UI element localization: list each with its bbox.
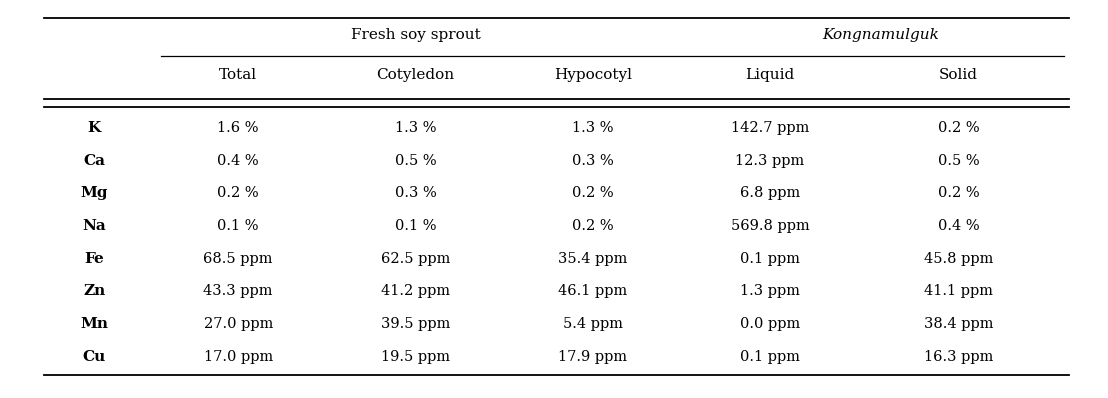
Text: 6.8 ppm: 6.8 ppm <box>740 186 800 201</box>
Text: Total: Total <box>219 68 257 82</box>
Text: Mn: Mn <box>80 317 109 331</box>
Text: 0.1 %: 0.1 % <box>394 219 437 233</box>
Text: 16.3 ppm: 16.3 ppm <box>924 349 993 364</box>
Text: 1.6 %: 1.6 % <box>217 121 259 135</box>
Text: 39.5 ppm: 39.5 ppm <box>381 317 450 331</box>
Text: 62.5 ppm: 62.5 ppm <box>381 252 450 266</box>
Text: Solid: Solid <box>938 68 978 82</box>
Text: 0.2 %: 0.2 % <box>572 186 614 201</box>
Text: 569.8 ppm: 569.8 ppm <box>730 219 810 233</box>
Text: K: K <box>88 121 101 135</box>
Text: 0.2 %: 0.2 % <box>217 186 259 201</box>
Text: 0.0 ppm: 0.0 ppm <box>740 317 800 331</box>
Text: 19.5 ppm: 19.5 ppm <box>381 349 450 364</box>
Text: Fe: Fe <box>84 252 104 266</box>
Text: 43.3 ppm: 43.3 ppm <box>204 284 273 298</box>
Text: Kongnamulguk: Kongnamulguk <box>822 28 940 42</box>
Text: Na: Na <box>82 219 106 233</box>
Text: 1.3 %: 1.3 % <box>572 121 614 135</box>
Text: 1.3 %: 1.3 % <box>394 121 437 135</box>
Text: 1.3 ppm: 1.3 ppm <box>740 284 800 298</box>
Text: Cotyledon: Cotyledon <box>377 68 454 82</box>
Text: 0.5 %: 0.5 % <box>937 154 979 168</box>
Text: 35.4 ppm: 35.4 ppm <box>558 252 627 266</box>
Text: 0.2 %: 0.2 % <box>937 121 979 135</box>
Text: Ca: Ca <box>83 154 105 168</box>
Text: 17.0 ppm: 17.0 ppm <box>204 349 273 364</box>
Text: 17.9 ppm: 17.9 ppm <box>558 349 627 364</box>
Text: 5.4 ppm: 5.4 ppm <box>563 317 623 331</box>
Text: 0.1 %: 0.1 % <box>217 219 259 233</box>
Text: 142.7 ppm: 142.7 ppm <box>731 121 809 135</box>
Text: Zn: Zn <box>83 284 105 298</box>
Text: 0.4 %: 0.4 % <box>937 219 979 233</box>
Text: 41.2 ppm: 41.2 ppm <box>381 284 450 298</box>
Text: 27.0 ppm: 27.0 ppm <box>204 317 273 331</box>
Text: 45.8 ppm: 45.8 ppm <box>924 252 993 266</box>
Text: Fresh soy sprout: Fresh soy sprout <box>350 28 481 42</box>
Text: 68.5 ppm: 68.5 ppm <box>204 252 273 266</box>
Text: 12.3 ppm: 12.3 ppm <box>736 154 804 168</box>
Text: 0.2 %: 0.2 % <box>572 219 614 233</box>
Text: 41.1 ppm: 41.1 ppm <box>924 284 993 298</box>
Text: 0.1 ppm: 0.1 ppm <box>740 252 800 266</box>
Text: Cu: Cu <box>83 349 105 364</box>
Text: 0.3 %: 0.3 % <box>572 154 614 168</box>
Text: 0.3 %: 0.3 % <box>394 186 437 201</box>
Text: 0.4 %: 0.4 % <box>217 154 259 168</box>
Text: Mg: Mg <box>81 186 107 201</box>
Text: Liquid: Liquid <box>746 68 794 82</box>
Text: 0.5 %: 0.5 % <box>394 154 437 168</box>
Text: 38.4 ppm: 38.4 ppm <box>924 317 993 331</box>
Text: Hypocotyl: Hypocotyl <box>554 68 632 82</box>
Text: 46.1 ppm: 46.1 ppm <box>558 284 627 298</box>
Text: 0.2 %: 0.2 % <box>937 186 979 201</box>
Text: 0.1 ppm: 0.1 ppm <box>740 349 800 364</box>
